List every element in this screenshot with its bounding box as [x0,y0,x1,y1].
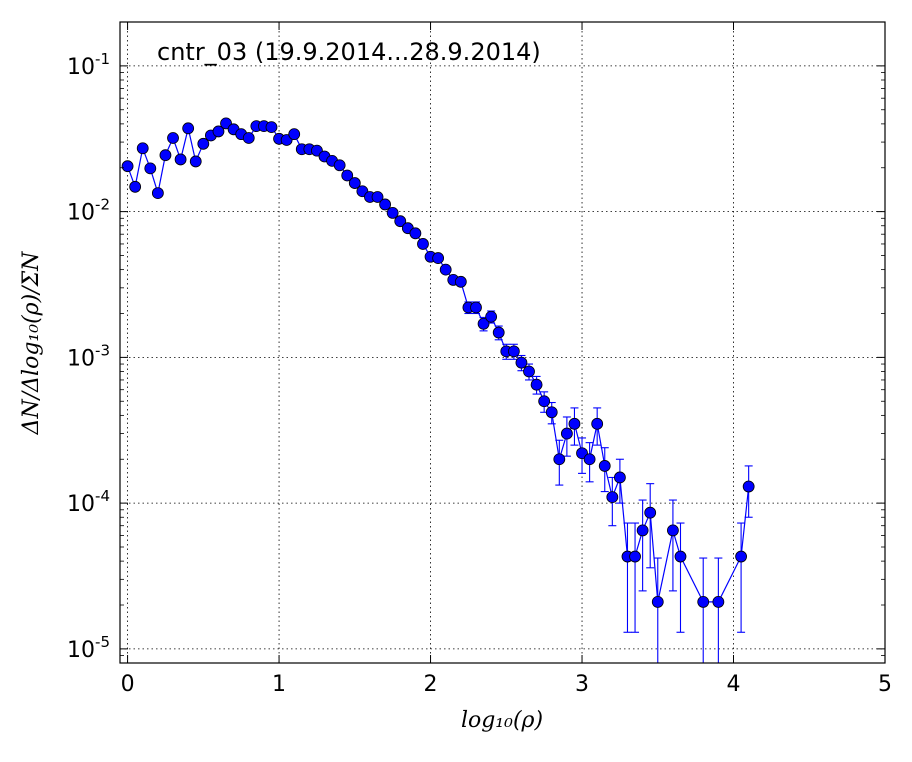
data-point [341,169,354,182]
data-point [667,524,679,537]
data-point [242,132,255,144]
y-tick-label: 10-5 [67,633,110,663]
chart-title: cntr_03 (19.9.2014...28.9.2014) [157,38,541,66]
data-point [492,326,505,339]
x-axis-label: log₁₀(ρ) [461,708,543,733]
data-markers [121,117,755,608]
data-point [151,187,164,199]
data-point [485,310,498,323]
data-point [530,378,543,391]
y-tick-exponent: -3 [95,341,110,359]
y-tick-label: 10-3 [67,341,110,371]
data-point [144,162,157,175]
data-point [121,160,134,173]
data-point [507,345,520,358]
x-tick-label: 2 [424,672,438,697]
data-point [523,365,535,378]
data-point [515,356,528,369]
data-point [348,177,361,189]
data-point [454,275,467,288]
data-point [735,550,747,563]
data-point [432,252,445,264]
axis-ticks [120,22,886,663]
data-point [409,227,422,240]
data-point [371,191,384,203]
data-point [477,317,490,330]
data-point [288,128,301,141]
y-tick-label: 10-1 [67,50,110,80]
data-point [470,301,482,314]
data-point [182,122,195,135]
x-tick-label: 5 [878,672,892,697]
y-tick-exponent: -5 [95,633,110,651]
y-axis-label: ΔN/Δlog₁₀(ρ)/ΣN [19,251,44,436]
plot-frame [119,21,886,664]
y-tick-label: 10-4 [67,487,110,517]
data-point [197,137,210,150]
data-point [129,180,142,193]
y-tick-labels: 10-110-210-310-410-5 [67,50,110,663]
data-point [644,506,657,519]
data-point [697,596,710,608]
y-tick-exponent: -2 [95,196,110,214]
data-point [136,142,149,155]
y-tick-exponent: -4 [95,487,110,505]
data-point [742,480,755,493]
data-point [651,596,664,608]
y-tick-base: 10 [67,346,95,371]
data-point [591,417,604,430]
data-point [606,491,619,503]
x-tick-label: 1 [272,672,286,697]
data-point [265,121,278,134]
data-point [560,427,573,440]
data-point [212,125,225,138]
y-tick-base: 10 [67,492,95,517]
data-point [189,155,202,168]
x-tick-labels: 0 1 2 3 4 5 [121,672,892,697]
y-tick-exponent: -1 [95,50,110,68]
data-point [568,417,581,430]
data-point [333,159,346,172]
data-point [394,215,407,228]
data-point [598,460,611,472]
data-point [174,153,187,166]
data-point [614,471,626,484]
data-point [439,263,452,276]
data-point [159,149,172,162]
y-tick-base: 10 [67,201,95,226]
series-line [127,122,750,603]
y-tick-base: 10 [67,55,95,80]
data-point [553,453,566,466]
y-tick-base: 10 [67,638,95,663]
x-tick-label: 3 [575,672,589,697]
data-point [538,395,551,408]
x-tick-label: 0 [121,672,135,697]
data-point [712,596,725,608]
data-point [379,198,391,211]
data-point [417,238,429,250]
data-point [674,550,687,563]
data-point [167,132,179,144]
data-point [545,406,558,419]
x-tick-label: 4 [727,672,741,697]
data-point [636,524,649,537]
y-tick-label: 10-2 [67,196,110,226]
data-point [386,207,399,219]
data-point [629,550,641,563]
data-point [583,453,596,466]
